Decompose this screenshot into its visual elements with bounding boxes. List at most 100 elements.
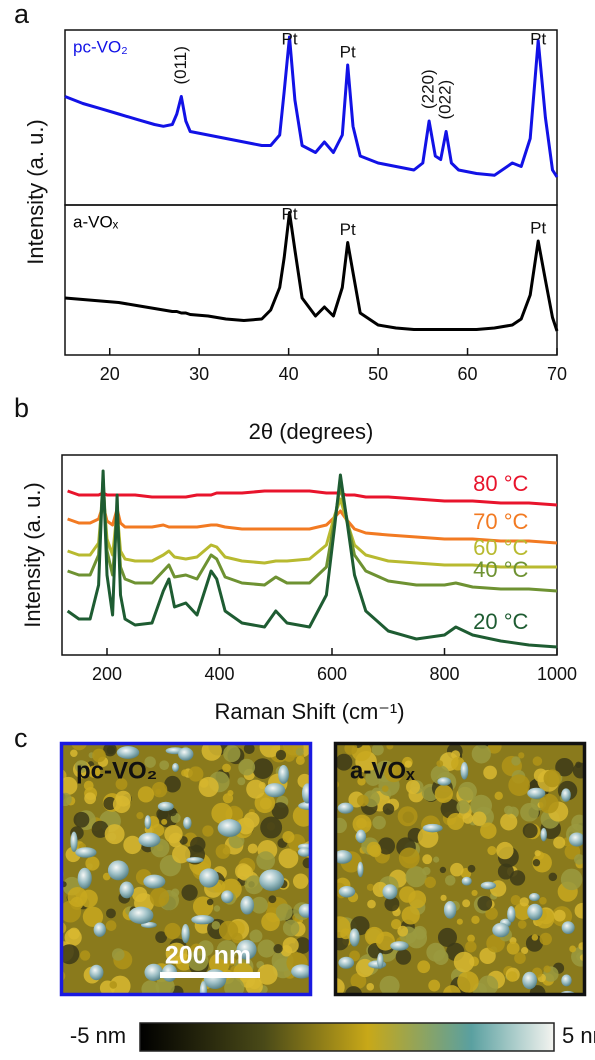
afm-texture	[375, 931, 395, 951]
afm-texture	[257, 939, 276, 958]
series-label: 70 °C	[473, 509, 528, 534]
afm-grain	[199, 868, 219, 888]
afm-texture	[439, 866, 447, 874]
afm-texture	[401, 906, 420, 925]
afm-texture	[372, 815, 386, 830]
afm-grain	[357, 861, 364, 878]
afm-texture	[399, 886, 416, 903]
afm-grain	[437, 777, 451, 786]
afm-grain	[291, 964, 312, 979]
afm-texture	[211, 802, 233, 824]
data-line	[66, 469, 558, 649]
x-tick-label: 200	[92, 664, 122, 684]
data-line	[67, 503, 558, 545]
afm-texture	[115, 778, 128, 790]
afm-texture	[574, 854, 585, 865]
afm-grain	[144, 815, 152, 830]
afm-texture	[470, 794, 493, 817]
afm-texture	[480, 822, 497, 839]
x-axis-title: 2θ (degrees)	[249, 419, 374, 444]
afm-texture	[181, 769, 189, 777]
afm-texture	[155, 788, 162, 795]
afm-label: a-VOₓ	[350, 757, 415, 784]
afm-grain	[522, 971, 538, 990]
afm-texture	[260, 816, 283, 839]
y-axis-title: Intensity (a. u.)	[23, 119, 48, 265]
afm-texture	[569, 945, 577, 953]
peak-label: (011)	[171, 46, 190, 84]
afm-grain	[259, 869, 285, 891]
afm-texture	[477, 895, 493, 911]
afm-texture	[517, 920, 527, 929]
afm-texture	[366, 841, 381, 857]
afm-texture	[467, 934, 475, 943]
afm-texture	[60, 776, 78, 795]
afm-texture	[404, 760, 412, 768]
afm-grain	[568, 832, 585, 847]
afm-texture	[384, 896, 400, 912]
afm-grain	[460, 762, 469, 780]
afm-texture	[190, 836, 206, 853]
afm-texture	[518, 752, 525, 759]
afm-texture	[70, 749, 78, 758]
afm-texture	[397, 806, 418, 827]
afm-texture	[433, 856, 440, 863]
afm-texture	[522, 823, 538, 839]
afm-grain	[334, 850, 353, 864]
afm-texture	[227, 789, 234, 797]
afm-texture	[366, 883, 375, 892]
afm-texture	[261, 912, 280, 932]
afm-texture	[422, 854, 433, 865]
panel-label: a	[14, 0, 30, 29]
afm-texture	[424, 876, 436, 889]
afm-texture	[273, 943, 283, 954]
afm-texture	[405, 866, 427, 888]
afm-texture	[543, 965, 551, 973]
afm-texture	[181, 884, 198, 901]
afm-texture	[237, 777, 246, 786]
afm-texture	[104, 824, 125, 845]
plot-frame	[64, 204, 558, 356]
afm-texture	[335, 753, 353, 771]
afm-texture	[243, 743, 255, 754]
afm-texture	[106, 746, 116, 755]
peak-label: Pt	[281, 29, 297, 48]
afm-texture	[539, 897, 547, 905]
afm-texture	[352, 814, 372, 834]
afm-grain	[191, 915, 214, 925]
afm-grain	[221, 890, 234, 904]
afm-grain	[507, 906, 516, 923]
afm-grain	[203, 968, 227, 990]
afm-grain	[337, 802, 354, 814]
afm-texture	[275, 903, 293, 921]
x-tick-label: 1000	[537, 664, 577, 684]
afm-texture	[165, 942, 188, 965]
afm-texture	[159, 760, 170, 771]
afm-grain	[461, 876, 472, 886]
afm-grain	[138, 832, 161, 848]
peak-label: (220)	[419, 69, 438, 109]
afm-texture	[218, 920, 239, 941]
afm-texture	[295, 747, 304, 756]
afm-texture	[462, 899, 471, 908]
afm-texture	[102, 872, 111, 881]
afm-texture	[282, 831, 295, 844]
afm-texture	[259, 742, 281, 758]
afm-texture	[188, 766, 204, 782]
peak-label: Pt	[340, 220, 356, 239]
afm-texture	[472, 811, 487, 826]
afm-texture	[292, 804, 312, 827]
afm-texture	[381, 785, 389, 793]
afm-texture	[211, 921, 221, 930]
afm-image	[334, 742, 586, 996]
afm-texture	[278, 848, 299, 869]
x-tick-label: 20	[100, 364, 120, 384]
afm-texture	[371, 743, 384, 756]
afm-border	[333, 741, 587, 997]
afm-texture	[223, 744, 241, 763]
x-tick-label: 30	[189, 364, 209, 384]
afm-grain	[338, 956, 355, 969]
afm-texture	[155, 931, 168, 944]
afm-texture	[531, 934, 539, 941]
